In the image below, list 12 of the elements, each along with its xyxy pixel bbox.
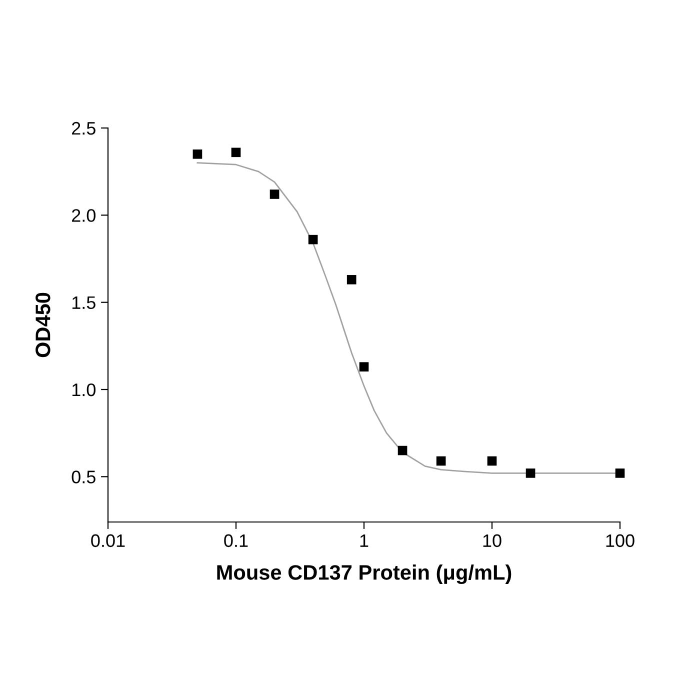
- x-tick-label: 0.1: [224, 534, 248, 548]
- y-tick-label: 2.5: [72, 122, 96, 135]
- y-axis-title: OD450: [36, 292, 50, 358]
- y-tick-label: 1.5: [72, 296, 96, 310]
- y-tick-label: 1.0: [72, 383, 96, 396]
- y-tick-label: 0.5: [72, 470, 96, 484]
- y-tick-label: 2.0: [72, 209, 96, 222]
- x-tick-label: 1: [360, 534, 368, 547]
- x-tick-label: 100: [606, 534, 634, 548]
- x-axis-title: Mouse CD137 Protein (μg/mL): [217, 564, 512, 584]
- x-tick-label: 0.01: [91, 534, 125, 548]
- x-tick-label: 10: [483, 534, 502, 548]
